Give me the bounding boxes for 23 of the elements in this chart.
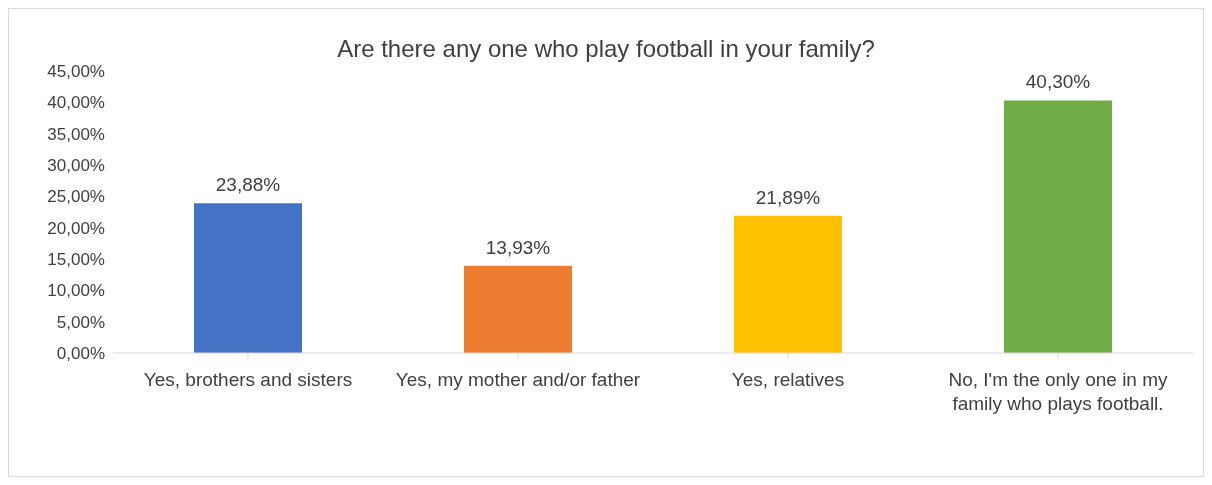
- x-tick-label: Yes, brothers and sisters: [143, 369, 353, 391]
- bar: [194, 203, 302, 353]
- bar: [1004, 100, 1112, 353]
- chart-title: Are there any one who play football in your family?: [336, 34, 876, 62]
- y-tick-label: 20,00%: [47, 218, 105, 238]
- y-tick-label: 35,00%: [47, 124, 105, 144]
- x-tick-label: Yes, relatives: [731, 369, 845, 391]
- y-tick-label: 5,00%: [56, 312, 105, 332]
- data-label: 21,89%: [755, 186, 821, 208]
- y-tick-label: 10,00%: [47, 281, 105, 301]
- data-label: 40,30%: [1025, 71, 1091, 93]
- y-tick-label: 45,00%: [47, 62, 105, 82]
- y-tick-label: 25,00%: [47, 187, 105, 207]
- y-tick-label: 30,00%: [47, 156, 105, 176]
- y-tick-label: 0,00%: [56, 344, 105, 364]
- bar: [464, 265, 572, 353]
- y-tick-label: 40,00%: [47, 93, 105, 113]
- bar: [734, 215, 842, 353]
- y-tick-label: 15,00%: [47, 250, 105, 270]
- x-tick-label: Yes, my mother and/or father: [395, 369, 641, 391]
- data-label: 23,88%: [215, 174, 281, 196]
- x-tick-label: No, I'm the only one in my family who plays football.: [948, 369, 1169, 414]
- data-label: 13,93%: [485, 236, 551, 258]
